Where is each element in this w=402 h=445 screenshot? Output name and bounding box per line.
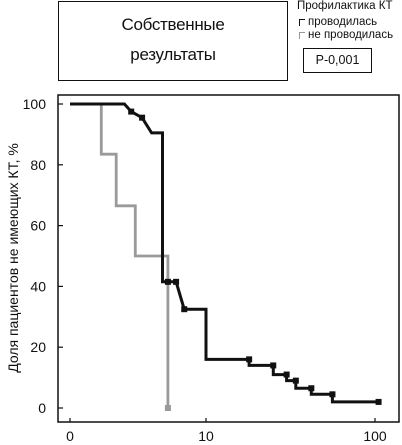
legend-item-treated: проводилась <box>299 16 377 28</box>
y-tick-label: 60 <box>30 218 46 234</box>
y-tick-label: 100 <box>23 96 47 112</box>
title-line-2: результаты <box>130 45 216 64</box>
y-tick-label: 40 <box>30 278 46 294</box>
y-tick-label: 0 <box>38 400 46 416</box>
y-tick-label: 80 <box>30 157 46 173</box>
series-line-treated <box>70 102 379 404</box>
legend-marker-black-icon <box>299 19 305 26</box>
axes <box>57 94 400 423</box>
x-tick-label: 0 <box>66 428 74 444</box>
censor-mark-treated <box>173 278 180 285</box>
legend-marker-gray-icon <box>299 32 305 39</box>
title-line-1: Собственные <box>121 15 225 34</box>
labels-layer: 0 20 40 60 80 100 0 10 100 Доля пациентов не имею… <box>5 96 387 444</box>
censor-mark-treated <box>283 371 290 378</box>
censor-mark-treated <box>128 108 135 115</box>
censor-mark-treated <box>292 377 299 384</box>
y-tick-label: 20 <box>30 339 46 355</box>
p-value-box: Р-0,001 <box>303 48 372 73</box>
x-tick-label: 100 <box>363 428 387 444</box>
y-axis-label: Доля пациентов не имеющих КТ, % <box>5 143 21 373</box>
legend-label-untreated: не проводилась <box>308 29 394 41</box>
plot-frame <box>57 94 400 423</box>
x-tick-label: 10 <box>198 428 214 444</box>
censor-mark-treated <box>246 356 253 363</box>
censor-mark-treated <box>270 362 277 369</box>
series-layer <box>70 102 382 411</box>
title-box: Собственные результаты <box>58 1 288 81</box>
censor-mark-treated <box>181 306 188 313</box>
legend-title: Профилактика КТ <box>297 0 393 12</box>
series-line-untreated <box>70 102 170 408</box>
censor-mark-treated <box>375 398 382 405</box>
censor-mark-treated <box>329 391 336 398</box>
legend: Профилактика КТ проводилась не проводила… <box>297 0 402 82</box>
legend-item-untreated: не проводилась <box>299 29 393 41</box>
legend-label-treated: проводилась <box>308 16 378 28</box>
censor-mark-untreated <box>164 405 171 411</box>
censor-mark-treated <box>164 278 171 285</box>
censor-mark-treated <box>139 114 146 121</box>
censor-mark-treated <box>308 385 315 392</box>
